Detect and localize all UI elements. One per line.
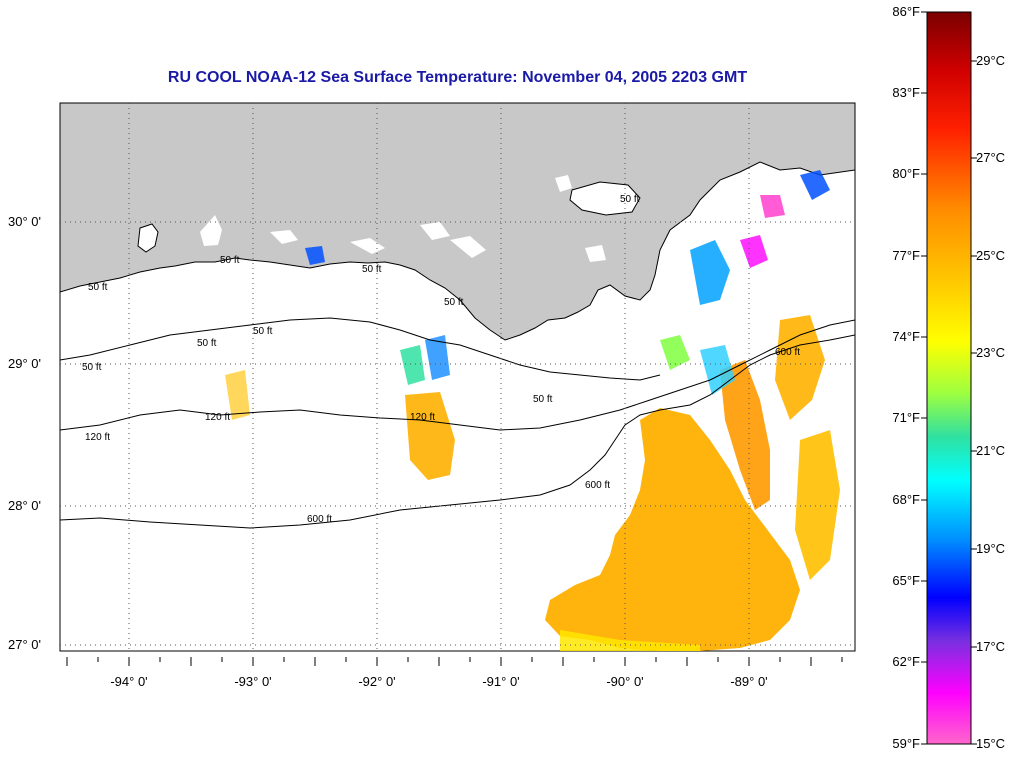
yellow-band (560, 630, 700, 651)
lake-pontchartrain (569, 181, 641, 216)
warm-patch-shelf-1 (405, 392, 455, 480)
warm-sst-patch (545, 408, 800, 651)
longitude-label: -89° 0' (730, 674, 768, 689)
colorbar (926, 11, 972, 745)
white-patch-1 (200, 215, 222, 246)
colorbar-c-label: 29°C (976, 53, 1006, 68)
colorbar-ticks (921, 11, 977, 745)
colorbar-c-label: 19°C (976, 541, 1006, 556)
latitude-label: 29° 0' (8, 356, 41, 371)
isobath-label: 600 ft (585, 480, 610, 491)
latitude-label: 28° 0' (8, 498, 41, 513)
warm-patch-shelf-2 (225, 370, 250, 420)
land-mass (60, 103, 855, 341)
isobath-label: 50 ft (444, 297, 464, 308)
longitude-ticks (66, 657, 843, 666)
isobath-label: 50 ft (220, 255, 240, 266)
latitude-label: 30° 0' (8, 214, 41, 229)
isobath-label: 50 ft (88, 282, 108, 293)
cool-patch-delta-3 (800, 170, 830, 200)
colorbar-c-label: 17°C (976, 639, 1006, 654)
cool-patch-delta-1 (690, 240, 730, 305)
colorbar-c-label: 15°C (976, 736, 1006, 751)
warm-sst-streak-3 (795, 430, 840, 580)
colorbar-f-label: 80°F (892, 166, 920, 181)
isobath-600ft (60, 334, 855, 529)
white-patch-6 (555, 175, 572, 192)
colorbar-f-label: 71°F (892, 410, 920, 425)
cool-patch-shelf-2 (425, 335, 450, 380)
blue-patch-coast (305, 246, 325, 265)
isobath-label: 600 ft (307, 514, 332, 525)
cool-patch-delta-4 (760, 195, 785, 218)
white-patch-4 (420, 222, 450, 240)
colorbar-c-label: 23°C (976, 345, 1006, 360)
colorbar-f-label: 83°F (892, 85, 920, 100)
cool-patch-delta-2 (740, 235, 768, 268)
colorbar-c-label: 21°C (976, 443, 1006, 458)
colorbar-f-label: 59°F (892, 736, 920, 751)
longitude-label: -91° 0' (482, 674, 520, 689)
white-patch-7 (585, 245, 606, 262)
colorbar-f-label: 86°F (892, 4, 920, 19)
cool-patch-shelf-1 (400, 345, 425, 385)
longitude-label: -94° 0' (110, 674, 148, 689)
calcasieu-lake (137, 223, 159, 253)
isobath-label: 120 ft (205, 412, 230, 423)
isobath-label: 50 ft (362, 264, 382, 275)
isobath-label: 50 ft (620, 194, 640, 205)
white-patch-3 (350, 238, 385, 254)
white-patch-2 (270, 230, 298, 244)
warm-sst-streak-1 (720, 360, 770, 510)
isobath-label: 120 ft (85, 432, 110, 443)
isobath-120ft (60, 319, 855, 431)
longitude-label: -92° 0' (358, 674, 396, 689)
colorbar-f-label: 68°F (892, 492, 920, 507)
colorbar-c-label: 27°C (976, 150, 1006, 165)
isobath-label: 50 ft (197, 338, 217, 349)
isobath-label: 50 ft (253, 326, 273, 337)
colorbar-f-label: 77°F (892, 248, 920, 263)
cool-patch-delta-6 (660, 335, 690, 370)
isobath-label: 600 ft (775, 347, 800, 358)
colorbar-f-label: 62°F (892, 654, 920, 669)
isobath-label: 50 ft (82, 362, 102, 373)
white-patch-5 (450, 236, 486, 258)
isobath-label: 120 ft (410, 412, 435, 423)
colorbar-c-label: 25°C (976, 248, 1006, 263)
map-title: RU COOL NOAA-12 Sea Surface Temperature:… (167, 69, 748, 86)
isobath-label: 50 ft (533, 394, 553, 405)
longitude-label: -90° 0' (606, 674, 644, 689)
colorbar-f-label: 65°F (892, 573, 920, 588)
latitude-label: 27° 0' (8, 637, 41, 652)
longitude-label: -93° 0' (234, 674, 272, 689)
colorbar-f-label: 74°F (892, 329, 920, 344)
isobath-50ft (60, 317, 661, 381)
